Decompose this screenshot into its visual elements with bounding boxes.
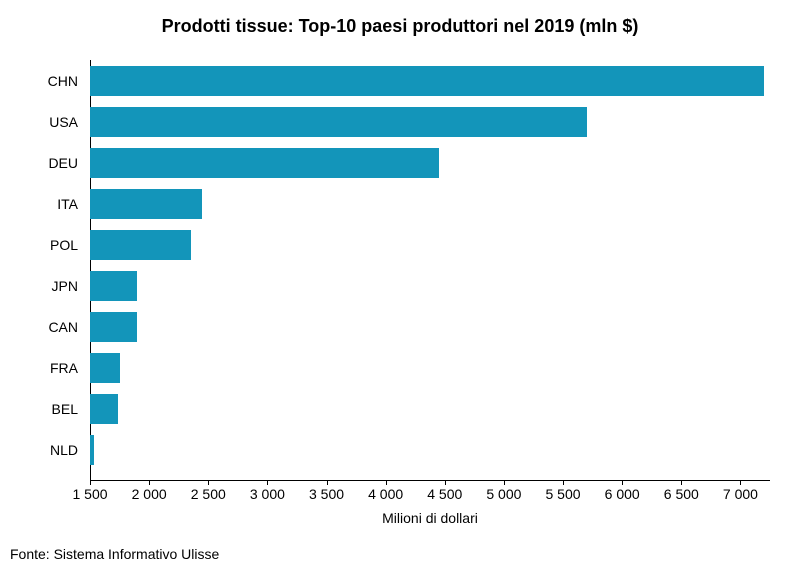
chart-title: Prodotti tissue: Top-10 paesi produttori… xyxy=(0,0,800,37)
y-label-fra: FRA xyxy=(18,360,78,376)
y-label-deu: DEU xyxy=(18,155,78,171)
y-label-nld: NLD xyxy=(18,442,78,458)
x-tick-mark xyxy=(681,480,682,485)
x-tick-label: 5 000 xyxy=(486,486,521,502)
y-label-pol: POL xyxy=(18,237,78,253)
y-label-chn: CHN xyxy=(18,73,78,89)
bar-can xyxy=(90,312,137,342)
x-tick-mark xyxy=(445,480,446,485)
x-tick-label: 2 500 xyxy=(191,486,226,502)
x-tick-mark xyxy=(90,480,91,485)
bar-chn xyxy=(90,66,764,96)
x-tick-mark xyxy=(267,480,268,485)
bar-ita xyxy=(90,189,202,219)
x-tick-mark xyxy=(208,480,209,485)
x-tick-mark xyxy=(386,480,387,485)
x-tick-label: 3 000 xyxy=(250,486,285,502)
x-tick-label: 2 000 xyxy=(132,486,167,502)
x-tick-mark xyxy=(327,480,328,485)
bars-container xyxy=(90,60,770,480)
x-tick-label: 4 000 xyxy=(368,486,403,502)
x-tick-label: 5 500 xyxy=(546,486,581,502)
x-tick-label: 6 000 xyxy=(605,486,640,502)
y-label-jpn: JPN xyxy=(18,278,78,294)
x-tick-label: 6 500 xyxy=(664,486,699,502)
bar-fra xyxy=(90,353,120,383)
bar-jpn xyxy=(90,271,137,301)
x-tick-label: 1 500 xyxy=(72,486,107,502)
chart-plot-area: 1 5002 0002 5003 0003 5004 0004 5005 000… xyxy=(90,60,770,480)
bar-pol xyxy=(90,230,191,260)
x-axis-line xyxy=(90,480,770,481)
x-tick-mark xyxy=(740,480,741,485)
x-tick-label: 7 000 xyxy=(723,486,758,502)
y-label-can: CAN xyxy=(18,319,78,335)
bar-deu xyxy=(90,148,439,178)
bar-usa xyxy=(90,107,587,137)
bar-bel xyxy=(90,394,118,424)
x-tick-mark xyxy=(504,480,505,485)
x-tick-label: 3 500 xyxy=(309,486,344,502)
bar-nld xyxy=(90,435,94,465)
x-tick-mark xyxy=(622,480,623,485)
y-label-ita: ITA xyxy=(18,196,78,212)
source-attribution: Fonte: Sistema Informativo Ulisse xyxy=(10,546,219,562)
y-label-bel: BEL xyxy=(18,401,78,417)
x-tick-mark xyxy=(149,480,150,485)
y-label-usa: USA xyxy=(18,114,78,130)
x-tick-mark xyxy=(563,480,564,485)
x-tick-label: 4 500 xyxy=(427,486,462,502)
x-axis-label: Milioni di dollari xyxy=(90,510,770,526)
